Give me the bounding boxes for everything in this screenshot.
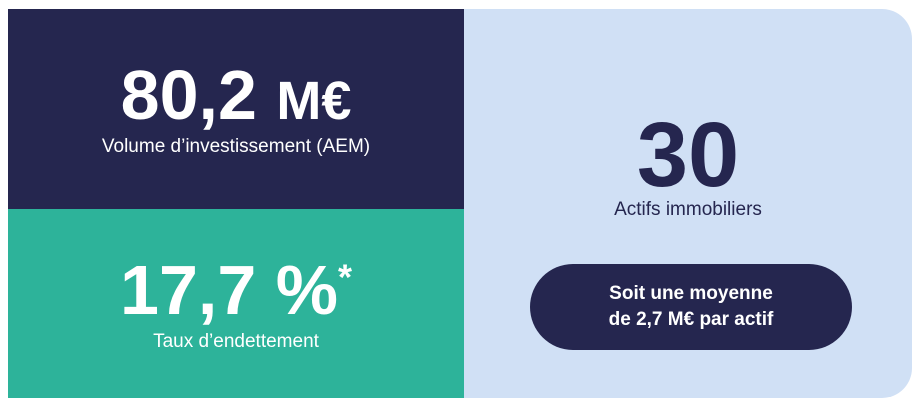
badge: Soit une moyenne de 2,7 M€ par actif [530,264,852,350]
note: * [337,256,352,298]
unit: M€ [276,71,352,131]
number: 17,7 % [120,250,338,329]
label: Volume d’investissement (AEM) [101,136,371,157]
badge-line: Soit une moyenne [609,283,773,305]
number: 80,2 [120,56,257,134]
value: 30 [636,104,740,206]
card-volume: 80,2 M€ Volume d’investissement (AEM) [8,9,464,209]
label: Taux d’endettement [153,330,319,352]
value: 17,7 %* [120,255,352,325]
label: Actifs immobiliers [614,199,762,220]
badge-line: de 2,7 M€ par actif [608,309,774,330]
card-debt: 17,7 %* Taux d’endettement [8,209,464,398]
card-assets: 30 Actifs immobiliers Soit une moyenne d… [464,9,912,398]
value: 80,2 M€ [121,60,352,130]
